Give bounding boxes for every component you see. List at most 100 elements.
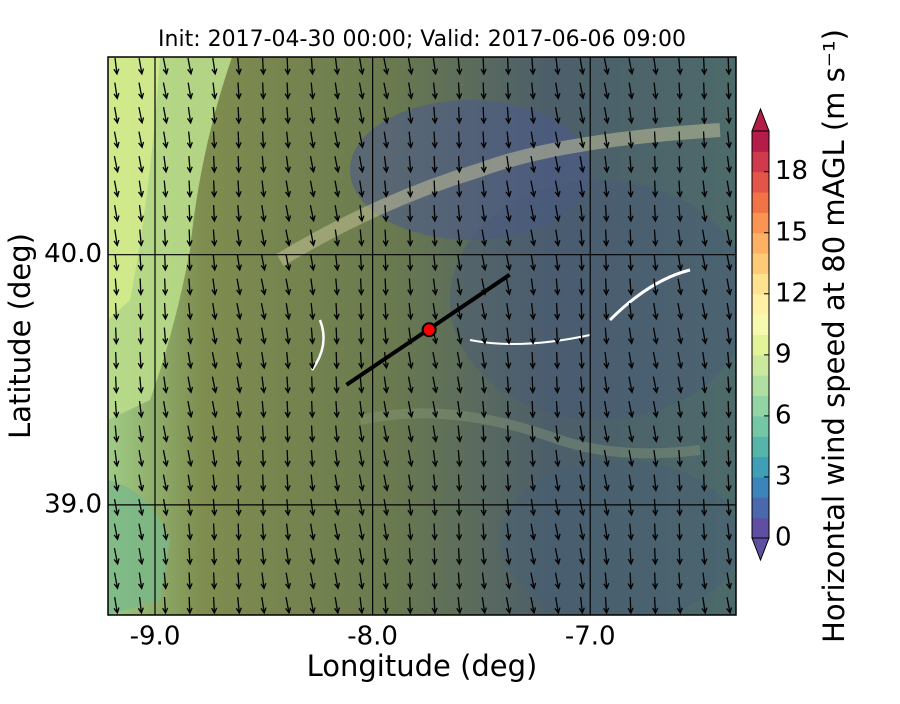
wind-arrow [162, 278, 169, 296]
wind-arrow [309, 327, 316, 345]
wind-arrow [137, 204, 144, 223]
wind-arrow [529, 131, 537, 149]
wind-arrow [676, 498, 683, 517]
wind-arrow [431, 204, 438, 223]
wind-arrow [137, 376, 144, 394]
wind-arrow [358, 229, 365, 247]
wind-arrow [211, 352, 218, 370]
wind-arrow [309, 254, 316, 272]
wind-arrow [407, 425, 414, 443]
wind-arrow [505, 205, 512, 223]
wind-arrow [554, 572, 561, 590]
wind-arrow [505, 474, 512, 492]
wind-arrow [187, 58, 194, 76]
wind-arrow [627, 229, 634, 247]
wind-arrow [701, 278, 708, 296]
wind-arrow [456, 229, 463, 247]
colorbar-segment [752, 476, 769, 498]
wind-arrow [456, 596, 463, 615]
wind-arrow [162, 82, 169, 100]
wind-arrow [333, 474, 341, 492]
wind-arrow [554, 499, 561, 517]
wind-arrow [603, 107, 610, 125]
wind-arrow [505, 449, 512, 468]
wind-arrow [162, 204, 169, 223]
wind-arrow [627, 596, 634, 615]
wind-arrow [260, 523, 267, 541]
wind-arrow [480, 547, 487, 566]
wind-arrow [603, 450, 610, 468]
wind-arrow [260, 131, 267, 149]
wind-arrow [138, 523, 145, 541]
wind-arrow [186, 474, 194, 492]
wind-arrow [554, 253, 561, 272]
wind-arrow [578, 400, 585, 419]
wind-arrow [480, 180, 487, 198]
colorbar-segment [752, 232, 769, 254]
wind-arrow [284, 57, 291, 76]
map-background [108, 57, 736, 615]
wind-arrow [628, 58, 635, 76]
wind-arrow [334, 180, 341, 198]
wind-arrow [530, 254, 537, 272]
wind-arrow [162, 155, 169, 174]
wind-arrow [137, 572, 145, 590]
colorbar-tick-label: 9 [775, 339, 792, 369]
wind-arrow [113, 449, 120, 468]
wind-arrow [456, 400, 463, 419]
wind-arrow [358, 499, 365, 517]
wind-arrow [480, 572, 487, 590]
colorbar-segment [752, 253, 769, 274]
wind-arrow [627, 327, 635, 345]
wind-arrow [113, 523, 120, 541]
wind-arrow [333, 351, 340, 370]
wind-arrow [627, 474, 635, 492]
wind-arrow [505, 547, 512, 566]
wind-arrow [725, 498, 732, 517]
colorbar-tick-label: 0 [775, 523, 792, 553]
wind-arrow [211, 82, 218, 100]
wind-arrow [431, 229, 438, 247]
wind-arrow [530, 572, 537, 590]
wind-arrow [676, 572, 683, 590]
wind-arrow [309, 449, 316, 468]
wind-arrow [627, 498, 634, 517]
wind-arrow [138, 474, 145, 492]
wind-arrow [701, 351, 708, 370]
wind-arrow [309, 425, 316, 443]
wind-arrow [162, 523, 169, 541]
wind-arrow [358, 450, 365, 468]
wind-arrow [383, 58, 390, 76]
wind-arrow [137, 400, 144, 419]
wind-arrow [725, 131, 732, 149]
wind-arrow [284, 351, 291, 370]
wind-arrow [554, 107, 561, 125]
wind-arrow [138, 58, 145, 76]
wind-arrow [383, 450, 390, 468]
wind-arrow [186, 327, 194, 345]
wind-arrow [627, 204, 634, 223]
wind-arrow [480, 425, 487, 443]
wind-arrow [407, 450, 414, 468]
wind-arrow [260, 180, 267, 198]
wind-arrow [309, 498, 316, 517]
wind-arrow [260, 572, 267, 590]
wind-arrow [334, 205, 341, 223]
wind-arrow [260, 376, 267, 394]
wind-arrow [162, 351, 169, 370]
wind-arrow [726, 254, 733, 272]
wind-arrow [652, 155, 659, 174]
wind-arrow [578, 572, 586, 590]
wind-arrow [627, 523, 634, 541]
wind-arrow [627, 278, 634, 296]
wind-arrow [309, 400, 316, 419]
colorbar-segment [752, 192, 769, 213]
wind-arrow [603, 229, 610, 247]
x-axis-label: Longitude (deg) [307, 649, 538, 683]
wind-arrow [211, 474, 218, 492]
wind-arrow [579, 450, 586, 468]
wind-arrow [603, 180, 610, 198]
colorbar-segment [752, 436, 769, 458]
wind-arrow [383, 82, 390, 100]
wind-arrow [456, 376, 463, 394]
